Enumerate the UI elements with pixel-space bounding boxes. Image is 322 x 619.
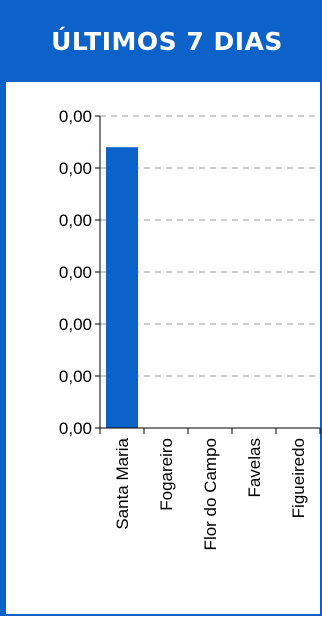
y-tick-label: 0,00 — [59, 159, 92, 178]
bar-chart: 0,00 0,00 0,00 0,00 0,00 0,00 0,00 Santa Maria… — [59, 107, 321, 550]
bar — [106, 147, 138, 428]
y-tick-label: 0,00 — [59, 107, 92, 126]
chart-area: 0,00 0,00 0,00 0,00 0,00 0,00 0,00 Santa Maria… — [6, 82, 322, 616]
y-tick-label: 0,00 — [59, 211, 92, 230]
x-tick-label: Figueiredo — [289, 438, 308, 518]
y-tick-label: 0,00 — [59, 367, 92, 386]
x-tick-label: Fogareiro — [157, 438, 176, 511]
panel-header: ÚLTIMOS 7 DIAS — [6, 0, 322, 82]
y-tick-label: 0,00 — [59, 419, 92, 438]
panel-title: ÚLTIMOS 7 DIAS — [51, 26, 283, 56]
y-tick-label: 0,00 — [59, 263, 92, 282]
y-tick-label: 0,00 — [59, 315, 92, 334]
x-tick-label: Flor do Campo — [201, 438, 220, 550]
x-tick-label: Favelas — [245, 438, 264, 498]
x-tick-label: Santa Maria — [113, 437, 132, 529]
